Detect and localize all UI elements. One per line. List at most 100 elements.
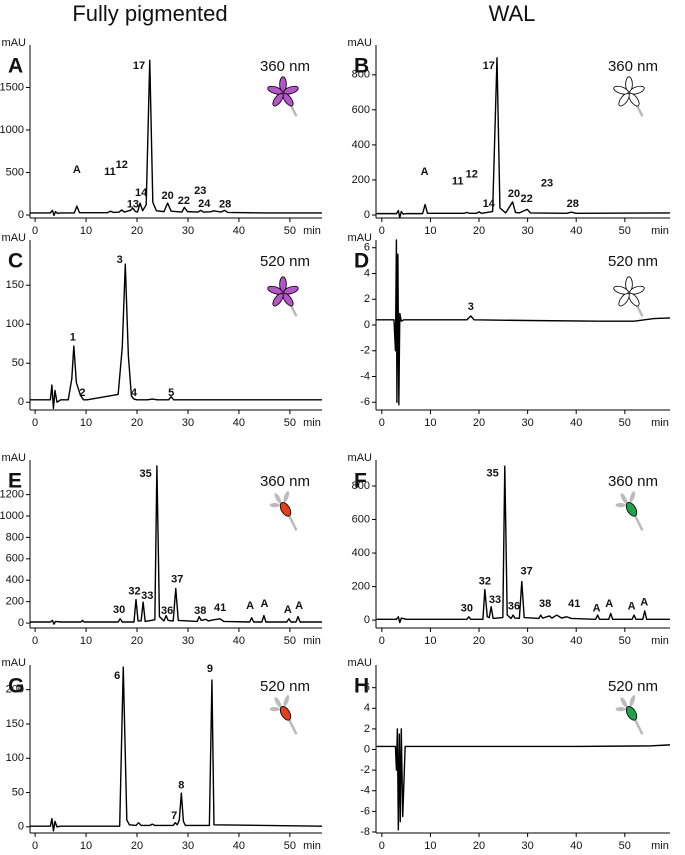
x-unit: min bbox=[651, 635, 669, 647]
x-tick-label: 40 bbox=[233, 635, 245, 647]
panel-letter: C bbox=[8, 250, 23, 273]
y-tick-label: 0 bbox=[364, 614, 370, 626]
x-tick-label: 50 bbox=[619, 635, 631, 647]
y-tick-label: 800 bbox=[352, 480, 370, 492]
y-tick-label: 600 bbox=[6, 553, 24, 565]
panel-letter: F bbox=[354, 470, 367, 493]
column-title: Fully pigmented bbox=[72, 1, 227, 26]
y-unit: mAU bbox=[348, 37, 373, 49]
x-tick-label: 20 bbox=[473, 635, 485, 647]
x-tick-label: 30 bbox=[521, 840, 533, 852]
y-tick-label: 50 bbox=[12, 357, 24, 369]
x-tick-label: 40 bbox=[233, 840, 245, 852]
trace bbox=[376, 728, 671, 831]
x-unit: min bbox=[303, 635, 321, 647]
peak-label: 5 bbox=[168, 387, 174, 399]
x-unit: min bbox=[303, 225, 321, 237]
y-tick-label: 0 bbox=[364, 743, 370, 755]
y-tick-label: -6 bbox=[360, 396, 370, 408]
peak-label: 6 bbox=[114, 670, 120, 682]
x-tick-label: 10 bbox=[80, 635, 92, 647]
peak-label: 13 bbox=[127, 199, 139, 211]
wavelength: 520 nm bbox=[260, 253, 310, 270]
y-tick-label: 0 bbox=[364, 319, 370, 331]
y-tick-label: -2 bbox=[360, 764, 370, 776]
x-tick-label: 30 bbox=[182, 635, 194, 647]
trace bbox=[376, 465, 670, 624]
y-tick-label: 800 bbox=[352, 69, 370, 81]
wavelength: 360 nm bbox=[608, 58, 658, 75]
peak-label: 3 bbox=[117, 254, 123, 266]
y-tick-label: 100 bbox=[6, 318, 24, 330]
x-tick-label: 50 bbox=[284, 417, 296, 429]
y-tick-label: 400 bbox=[352, 139, 370, 151]
wavelength: 360 nm bbox=[260, 473, 310, 490]
x-tick-label: 0 bbox=[379, 417, 385, 429]
panel-letter: A bbox=[8, 55, 23, 78]
peak-label: A bbox=[628, 601, 636, 613]
flower-icon bbox=[612, 276, 646, 318]
y-tick-label: 200 bbox=[352, 174, 370, 186]
y-tick-label: 200 bbox=[6, 684, 24, 696]
y-tick-label: 50 bbox=[12, 786, 24, 798]
y-tick-label: 2 bbox=[364, 723, 370, 735]
x-tick-label: 10 bbox=[424, 417, 436, 429]
wavelength: 520 nm bbox=[260, 678, 310, 695]
peak-label: 36 bbox=[161, 605, 173, 617]
y-tick-label: 100 bbox=[6, 752, 24, 764]
trace bbox=[30, 59, 322, 217]
peak-label: 14 bbox=[135, 187, 148, 199]
y-tick-label: 500 bbox=[6, 166, 24, 178]
x-tick-label: 50 bbox=[284, 840, 296, 852]
y-unit: mAU bbox=[348, 657, 373, 669]
y-tick-label: -4 bbox=[360, 370, 370, 382]
peak-label: 8 bbox=[178, 780, 184, 792]
trace bbox=[30, 666, 323, 832]
y-tick-label: 600 bbox=[352, 104, 370, 116]
peak-label: A bbox=[295, 600, 303, 612]
x-tick-label: 20 bbox=[131, 635, 143, 647]
peak-label: A bbox=[73, 164, 81, 176]
flower-icon bbox=[614, 490, 644, 532]
x-tick-label: 20 bbox=[131, 840, 143, 852]
y-tick-label: 150 bbox=[6, 279, 24, 291]
x-tick-label: 20 bbox=[473, 840, 485, 852]
y-tick-label: -8 bbox=[360, 826, 370, 838]
peak-label: A bbox=[640, 596, 648, 608]
x-tick-label: 10 bbox=[80, 840, 92, 852]
x-tick-label: 20 bbox=[131, 417, 143, 429]
peak-label: 28 bbox=[567, 198, 579, 210]
peak-label: 41 bbox=[568, 598, 580, 610]
x-tick-label: 30 bbox=[182, 417, 194, 429]
wavelength: 360 nm bbox=[608, 473, 658, 490]
x-tick-label: 10 bbox=[424, 840, 436, 852]
y-tick-label: 1000 bbox=[0, 124, 24, 136]
x-tick-label: 20 bbox=[131, 225, 143, 237]
x-tick-label: 30 bbox=[182, 225, 194, 237]
x-unit: min bbox=[651, 417, 669, 429]
x-tick-label: 10 bbox=[80, 417, 92, 429]
column-title: WAL bbox=[489, 1, 536, 26]
x-tick-label: 50 bbox=[619, 417, 631, 429]
y-tick-label: 600 bbox=[352, 513, 370, 525]
x-tick-label: 0 bbox=[32, 225, 38, 237]
peak-label: 22 bbox=[178, 195, 190, 207]
x-tick-label: 30 bbox=[521, 635, 533, 647]
peak-label: 24 bbox=[198, 198, 211, 210]
x-tick-label: 0 bbox=[32, 840, 38, 852]
peak-label: 38 bbox=[194, 605, 206, 617]
panel-letter: G bbox=[8, 675, 24, 698]
y-tick-label: 4 bbox=[364, 702, 370, 714]
y-tick-label: 400 bbox=[6, 574, 24, 586]
peak-label: 32 bbox=[128, 585, 140, 597]
peak-label: 22 bbox=[521, 193, 533, 205]
peak-label: A bbox=[605, 598, 613, 610]
y-tick-label: 0 bbox=[18, 821, 24, 833]
peak-label: 17 bbox=[483, 60, 495, 72]
x-tick-label: 10 bbox=[424, 225, 436, 237]
peak-label: A bbox=[421, 166, 429, 178]
panel-letter: D bbox=[354, 250, 369, 273]
trace bbox=[376, 239, 671, 406]
peak-label: 33 bbox=[141, 590, 153, 602]
x-tick-label: 40 bbox=[570, 225, 582, 237]
